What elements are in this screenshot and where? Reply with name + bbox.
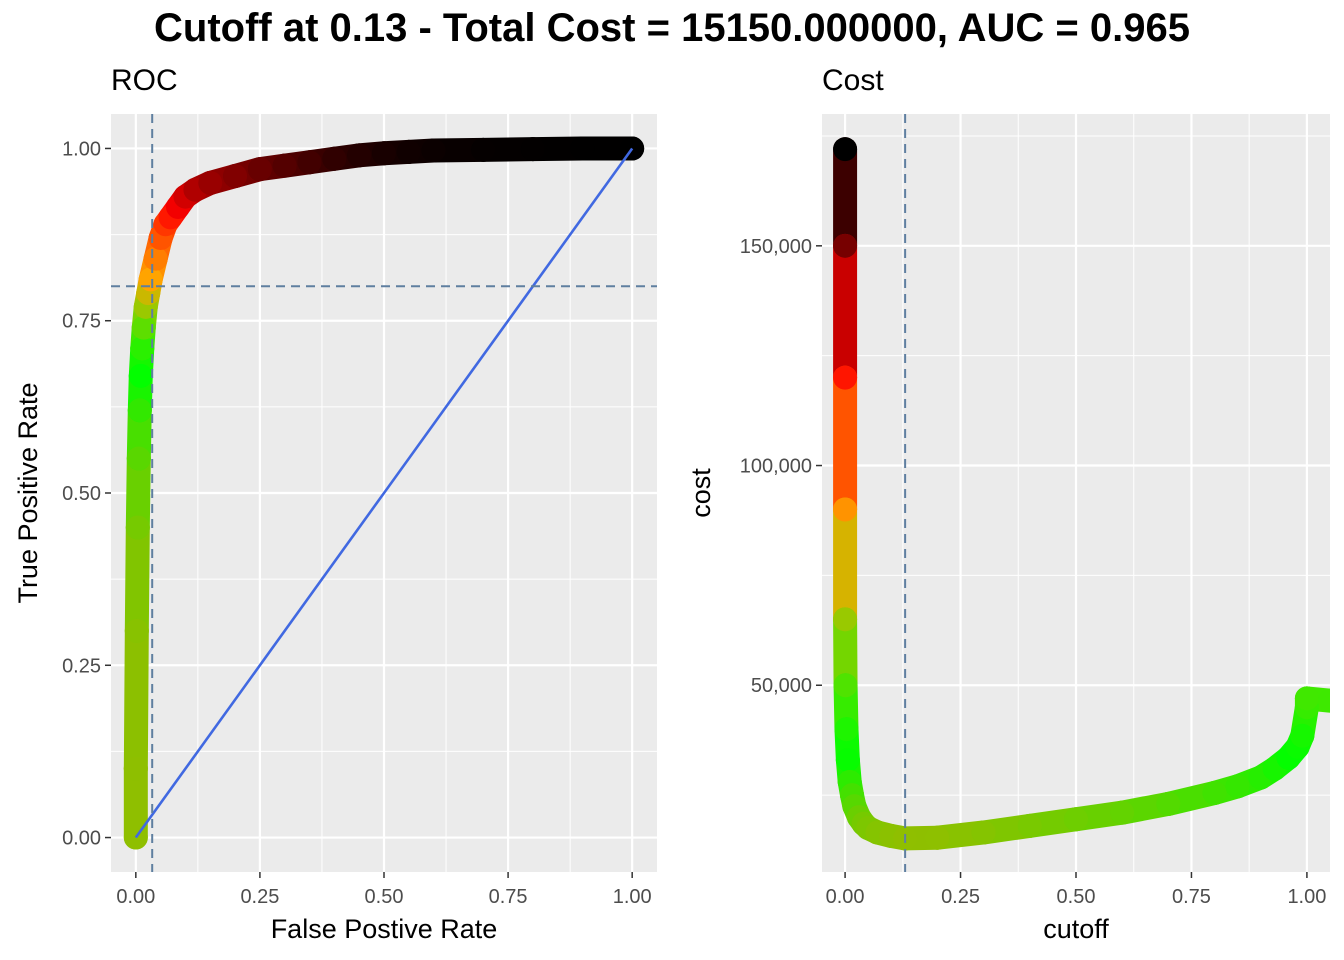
roc-curve-point xyxy=(124,618,149,643)
roc-curve-point xyxy=(272,153,297,178)
x-tick-label: 0.50 xyxy=(1057,886,1096,908)
roc-curve-point xyxy=(297,150,322,175)
roc-curve-point xyxy=(131,315,156,340)
x-tick-label: 0.25 xyxy=(941,886,980,908)
cost-curve-point xyxy=(1318,688,1330,713)
cost-curve-point xyxy=(833,497,858,522)
x-tick-label: 0.75 xyxy=(489,886,528,908)
roc-curve-point xyxy=(520,137,545,162)
roc-curve-point xyxy=(372,141,396,166)
y-tick-label: 150,000 xyxy=(740,236,812,258)
roc-curve-point xyxy=(130,336,155,361)
cost-curve-point xyxy=(834,717,859,742)
cost-curve-point xyxy=(1110,800,1135,825)
roc-curve-point xyxy=(125,515,150,540)
cost-curve-point xyxy=(1064,807,1088,832)
roc-curve-point xyxy=(198,170,223,195)
cost-curve-point xyxy=(1202,780,1227,805)
cost-curve-point xyxy=(1225,774,1250,799)
roc-curve-point xyxy=(123,756,148,781)
x-tick-label: 0.00 xyxy=(116,886,155,908)
roc-panel: 0.00 0.25 0.50 0.75 1.00 0.00 0.25 0.50 0.75 1.00… xyxy=(13,64,657,944)
roc-curve-point xyxy=(223,164,248,189)
roc-curve-point xyxy=(322,146,347,171)
roc-curve-point xyxy=(421,138,446,163)
x-tick-label: 0.75 xyxy=(1172,886,1211,908)
cost-curve-point xyxy=(833,137,858,162)
roc-curve-point xyxy=(138,267,163,292)
roc-curve-point xyxy=(247,157,272,182)
cost-curve-point xyxy=(1290,723,1315,748)
y-axis-title: True Positive Rate xyxy=(13,382,43,603)
roc-curve-point xyxy=(143,246,168,271)
roc-curve-point xyxy=(127,398,152,423)
y-tick-label: 0.75 xyxy=(62,311,101,333)
y-tick-label: 0.00 xyxy=(62,828,101,850)
cost-panel: 0.00 0.25 0.50 0.75 1.00 50,000 100,000 150,000… xyxy=(686,64,1330,944)
y-axis-title: cost xyxy=(686,468,716,518)
cost-curve-point xyxy=(1017,813,1042,838)
cost-curve-point xyxy=(833,607,858,632)
cost-curve-point xyxy=(925,825,950,850)
cost-curve-point xyxy=(833,365,858,390)
roc-curve-point xyxy=(128,363,153,388)
cost-curve-point xyxy=(833,673,858,698)
x-tick-label: 0.50 xyxy=(365,886,404,908)
y-tick-label: 0.50 xyxy=(62,483,101,505)
cost-curve-point xyxy=(1156,791,1181,816)
y-tick-label: 0.25 xyxy=(62,655,101,677)
cost-curve-point xyxy=(1294,686,1319,711)
roc-curve-segment xyxy=(123,618,149,781)
roc-subtitle: ROC xyxy=(111,64,178,97)
y-tick-label: 100,000 xyxy=(740,456,812,478)
x-tick-label: 0.00 xyxy=(826,886,865,908)
roc-curve-segment xyxy=(124,515,150,643)
y-tick-label: 1.00 xyxy=(62,138,101,160)
x-tick-label: 0.25 xyxy=(240,886,279,908)
cost-curve-point xyxy=(835,747,860,772)
reference-diagonal-line xyxy=(134,147,634,839)
main-title: Cutoff at 0.13 - Total Cost = 15150.0000… xyxy=(154,6,1190,50)
y-tick-label: 50,000 xyxy=(751,675,812,697)
cost-curve-point xyxy=(833,233,858,258)
cost-curve-point xyxy=(971,820,996,845)
x-axis-title: cutoff xyxy=(1043,914,1109,944)
x-tick-label: 1.00 xyxy=(613,886,652,908)
x-tick-label: 1.00 xyxy=(1287,886,1326,908)
x-axis-title: False Postive Rate xyxy=(271,914,498,944)
roc-curve-point xyxy=(570,136,595,161)
cost-subtitle: Cost xyxy=(822,64,884,97)
roc-curve-point xyxy=(471,137,496,162)
roc-curve-point xyxy=(396,139,421,164)
roc-curve-point xyxy=(126,446,151,471)
roc-curve-point xyxy=(347,143,372,168)
